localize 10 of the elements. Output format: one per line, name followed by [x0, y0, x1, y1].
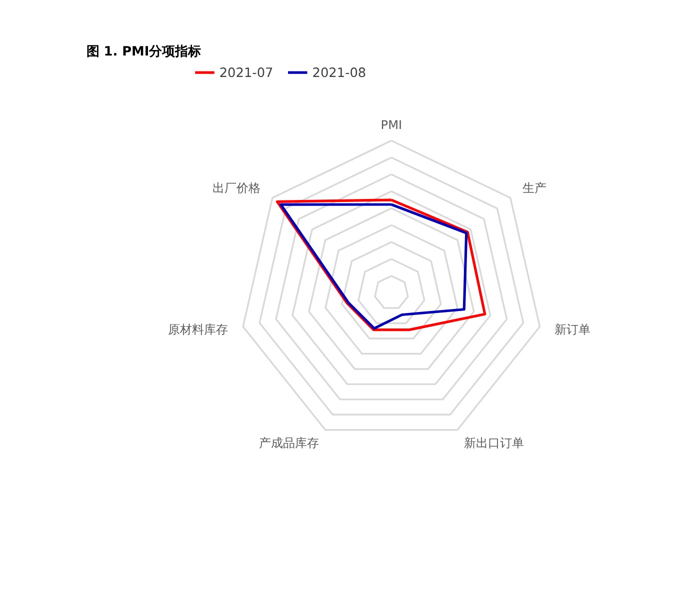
legend-label: 2021-07: [219, 66, 274, 81]
spoke-label: 新出口订单: [464, 436, 524, 450]
spoke-label: 原材料库存: [168, 322, 228, 336]
spoke-label: 生产: [522, 180, 546, 195]
spoke-label: 出厂价格: [212, 180, 261, 195]
legend-label: 2021-08: [312, 66, 366, 81]
spoke-label: 新订单: [554, 322, 591, 336]
spoke-label: 产成品库存: [258, 436, 319, 450]
chart-title: 图 1. PMI分项指标: [86, 44, 202, 60]
spoke-label: PMI: [380, 118, 402, 132]
